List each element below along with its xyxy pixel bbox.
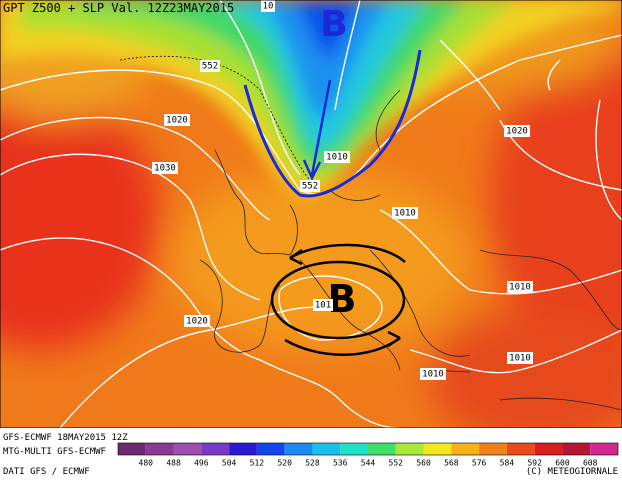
- colorbar-label: 560: [416, 459, 431, 468]
- colorbar-swatch: [506, 443, 535, 455]
- contour-label: 1010: [509, 283, 531, 293]
- colorbar-label: 576: [472, 459, 487, 468]
- colorbar-swatch: [395, 443, 424, 455]
- map-title: GPT Z500 + SLP Val. 12Z23MAY2015: [3, 1, 234, 15]
- contour-label: 10: [263, 2, 274, 12]
- contour-label: 1020: [166, 116, 188, 126]
- run-info: GFS-ECMWF 18MAY2015 12Z: [3, 433, 128, 443]
- colorbar-label: 480: [139, 459, 154, 468]
- colorbar-swatch: [145, 443, 174, 455]
- colorbar-swatch: [368, 443, 396, 455]
- colorbar-label: 528: [305, 459, 320, 468]
- contour-labels: 10 552 1020 1030 1010 552 1010 1020 101 …: [152, 0, 533, 380]
- contour-label: 1020: [506, 127, 528, 137]
- colorbar-label: 544: [361, 459, 376, 468]
- colorbar-swatch: [479, 443, 507, 455]
- colorbar: 480 488 496 504 512 520 528 536 544 552 560 568 576 5…: [117, 442, 619, 468]
- contour-label: 1010: [394, 209, 416, 219]
- coastlines: [199, 89, 622, 411]
- colorbar-label: 488: [166, 459, 181, 468]
- colorbar-swatch: [118, 443, 146, 455]
- colorbar-frame: [117, 442, 619, 456]
- colorbar-swatch: [534, 443, 563, 455]
- colorbar-label: 592: [527, 459, 542, 468]
- pressure-center: B: [320, 4, 347, 45]
- colorbar-swatch: [423, 443, 452, 455]
- colorbar-label: 568: [444, 459, 459, 468]
- contour-label: 101: [315, 301, 331, 311]
- contour-label: 1010: [509, 354, 531, 364]
- colorbar-swatch: [312, 443, 341, 455]
- contour-label: 1030: [154, 164, 176, 174]
- colorbar-label: 536: [333, 459, 348, 468]
- colorbar-label: 552: [389, 459, 404, 468]
- colorbar-label: 496: [194, 459, 209, 468]
- source-info: DATI GFS / ECMWF: [3, 467, 90, 477]
- model-info: MTG-MULTI GFS-ECMWF: [3, 447, 106, 457]
- colorbar-label: 608: [583, 459, 598, 468]
- colorbar-swatch: [173, 443, 202, 455]
- contour-label: 1010: [326, 153, 348, 163]
- contour-label: 1020: [186, 317, 208, 327]
- map: B B 10 552 1020 1030 1010 552 1010 1020 …: [0, 0, 622, 428]
- colorbar-swatch: [340, 443, 368, 455]
- colorbar-label: 520: [277, 459, 292, 468]
- copyright: (C) METEOGIORNALE: [526, 467, 618, 477]
- colorbar-swatch: [562, 443, 591, 455]
- colorbar-swatch: [201, 443, 230, 455]
- isobars: [0, 0, 622, 428]
- colorbar-swatch: [590, 443, 618, 455]
- contour-label: 552: [302, 182, 318, 192]
- colorbar-swatch: [451, 443, 480, 455]
- colorbar-swatch: [229, 443, 257, 455]
- contour-label: 552: [202, 62, 218, 72]
- colorbar-label: 584: [500, 459, 515, 468]
- colorbar-swatch: [256, 443, 285, 455]
- colorbar-label: 504: [222, 459, 237, 468]
- colorbar-label: 600: [555, 459, 570, 468]
- contour-label: 1010: [422, 370, 444, 380]
- low-circulation: [270, 243, 406, 356]
- colorbar-label: 512: [250, 459, 265, 468]
- colorbar-swatch: [284, 443, 313, 455]
